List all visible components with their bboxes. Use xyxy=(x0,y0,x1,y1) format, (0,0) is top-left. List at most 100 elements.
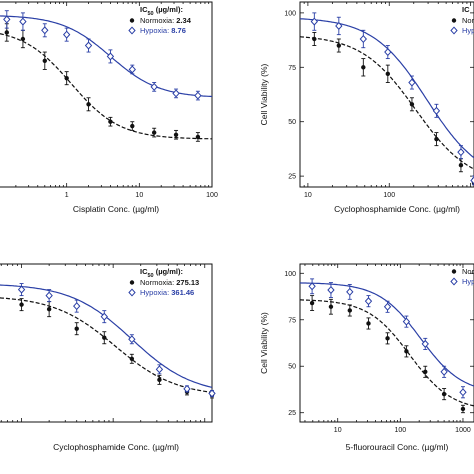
legend-marker xyxy=(128,26,136,35)
x-axis-title: Cisplatin Conc. (µg/ml) xyxy=(73,204,159,214)
y-tick-label: 25 xyxy=(288,174,296,181)
data-point xyxy=(441,391,447,397)
data-point xyxy=(128,65,136,74)
series-hypo xyxy=(299,278,474,399)
data-point xyxy=(408,78,416,87)
data-point xyxy=(459,388,467,397)
legend-header: IC xyxy=(462,5,470,14)
fit-curve xyxy=(299,282,474,387)
plot-frame xyxy=(0,263,213,423)
series-normoxia xyxy=(0,297,215,399)
plot-frame xyxy=(299,1,474,188)
x-tick-label: 100 xyxy=(394,427,406,434)
legend: IC NormoxHypox xyxy=(450,5,474,35)
data-point xyxy=(336,43,342,48)
data-point xyxy=(45,291,53,300)
data-point xyxy=(84,41,93,50)
data-point xyxy=(208,389,216,398)
legend-header: IC50 (µg/ml): xyxy=(140,267,183,279)
legend-marker xyxy=(450,277,458,286)
series-norm xyxy=(300,295,474,414)
y-axis-title: Cell Viability (%) xyxy=(259,63,269,125)
data-point xyxy=(106,52,115,61)
legend-entry: Hypoxia: 361.46 xyxy=(140,288,194,297)
legend-header: IC50 (µg/ml): xyxy=(140,5,183,17)
data-point xyxy=(434,136,439,142)
data-point xyxy=(150,82,158,91)
y-tick-label: 50 xyxy=(288,119,296,126)
data-point xyxy=(17,285,26,294)
data-point xyxy=(327,285,335,295)
legend-marker xyxy=(129,18,135,23)
legend: NormHypo xyxy=(450,267,474,286)
data-point xyxy=(346,287,354,296)
legend-marker xyxy=(450,26,458,35)
data-point xyxy=(73,302,81,311)
x-axis-title: Cyclophosphamide Conc. (µg/ml) xyxy=(334,204,460,214)
legend-marker xyxy=(451,269,457,274)
data-point xyxy=(173,132,179,137)
data-point xyxy=(64,75,69,81)
data-point xyxy=(402,317,411,326)
data-point xyxy=(310,17,319,26)
data-point xyxy=(328,304,334,309)
data-point xyxy=(129,356,135,361)
data-point xyxy=(440,367,448,376)
y-tick-label: 75 xyxy=(288,317,296,324)
series-hypoxia xyxy=(0,10,213,101)
data-point xyxy=(108,119,113,124)
x-tick-label: 10 xyxy=(304,192,312,199)
data-point xyxy=(347,308,353,313)
x-tick-label: 10 xyxy=(334,427,342,434)
fit-curve xyxy=(0,284,213,388)
legend-entry: Hypo xyxy=(462,277,474,286)
data-point xyxy=(62,30,71,39)
data-point xyxy=(421,339,429,348)
y-tick-label: 25 xyxy=(288,410,296,417)
data-point xyxy=(3,15,11,24)
x-axis-title: 5-fluorouracil Conc. (µg/ml) xyxy=(346,442,449,452)
y-tick-label: 50 xyxy=(288,364,296,371)
legend-entry: Normoxia: 2.34 xyxy=(140,16,192,25)
legend-marker xyxy=(128,288,136,297)
x-tick-label: 100 xyxy=(383,192,395,199)
series-normoxia xyxy=(0,23,212,142)
data-point xyxy=(309,300,315,306)
data-point xyxy=(195,134,201,140)
data-point xyxy=(404,349,409,354)
x-tick-label: 1 xyxy=(65,192,69,199)
data-point xyxy=(385,71,391,77)
data-point xyxy=(86,102,91,107)
legend-entry: Norm xyxy=(462,267,474,276)
legend-marker xyxy=(129,280,135,285)
data-point xyxy=(383,302,392,311)
data-point xyxy=(366,321,371,326)
x-tick-label: 1000 xyxy=(455,427,471,434)
data-point xyxy=(172,89,180,98)
y-axis-title: Cell Viability (%) xyxy=(259,312,269,374)
legend-marker xyxy=(451,18,457,23)
data-point xyxy=(4,30,9,35)
data-point xyxy=(100,312,108,321)
data-point xyxy=(42,58,47,63)
data-point xyxy=(335,21,343,30)
data-point xyxy=(423,369,428,375)
chart-panel-2: 10 100 25 50 75 100 Cyclophosphamide Conc. (µg… xyxy=(259,1,474,214)
data-point xyxy=(409,102,415,107)
data-point xyxy=(46,306,52,312)
fit-curve xyxy=(0,297,213,393)
data-point xyxy=(385,336,390,341)
data-point xyxy=(102,335,107,340)
fit-curve xyxy=(300,299,474,407)
data-point xyxy=(128,335,136,344)
data-point xyxy=(359,34,367,44)
data-point xyxy=(183,384,191,393)
data-point xyxy=(74,326,79,331)
x-tick-label: 100 xyxy=(206,192,218,199)
series-hypoxia xyxy=(0,283,216,398)
fit-curve xyxy=(299,36,474,170)
series-hypox xyxy=(299,12,474,186)
data-point xyxy=(312,36,317,42)
